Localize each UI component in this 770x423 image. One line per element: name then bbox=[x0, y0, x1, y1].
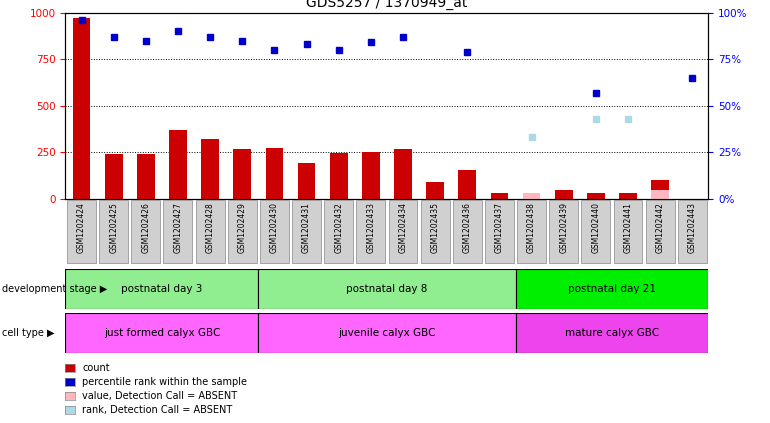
Bar bbox=[651, 180, 669, 199]
FancyBboxPatch shape bbox=[163, 200, 192, 263]
Text: GSM1202432: GSM1202432 bbox=[334, 202, 343, 253]
Bar bbox=[169, 130, 187, 199]
Text: rank, Detection Call = ABSENT: rank, Detection Call = ABSENT bbox=[82, 405, 233, 415]
Bar bbox=[298, 163, 316, 199]
Text: GSM1202442: GSM1202442 bbox=[656, 202, 665, 253]
FancyBboxPatch shape bbox=[517, 200, 546, 263]
Text: just formed calyx GBC: just formed calyx GBC bbox=[104, 328, 220, 338]
Text: GSM1202439: GSM1202439 bbox=[559, 202, 568, 253]
FancyBboxPatch shape bbox=[389, 200, 417, 263]
FancyBboxPatch shape bbox=[259, 313, 516, 353]
FancyBboxPatch shape bbox=[228, 200, 256, 263]
FancyBboxPatch shape bbox=[196, 200, 225, 263]
Bar bbox=[201, 139, 219, 199]
Bar bbox=[555, 190, 573, 199]
Text: GSM1202438: GSM1202438 bbox=[527, 202, 536, 253]
Text: postnatal day 21: postnatal day 21 bbox=[568, 284, 656, 294]
Bar bbox=[490, 193, 508, 199]
Bar bbox=[523, 193, 541, 199]
Title: GDS5257 / 1370949_at: GDS5257 / 1370949_at bbox=[306, 0, 467, 10]
Text: value, Detection Call = ABSENT: value, Detection Call = ABSENT bbox=[82, 391, 237, 401]
Text: GSM1202437: GSM1202437 bbox=[495, 202, 504, 253]
Text: GSM1202435: GSM1202435 bbox=[430, 202, 440, 253]
Bar bbox=[330, 153, 347, 199]
Bar bbox=[523, 193, 541, 199]
FancyBboxPatch shape bbox=[453, 200, 482, 263]
Text: postnatal day 8: postnatal day 8 bbox=[346, 284, 427, 294]
Bar bbox=[233, 149, 251, 199]
FancyBboxPatch shape bbox=[516, 269, 708, 309]
Text: GSM1202429: GSM1202429 bbox=[238, 202, 246, 253]
Text: GSM1202426: GSM1202426 bbox=[142, 202, 150, 253]
Text: GSM1202428: GSM1202428 bbox=[206, 202, 215, 253]
Bar bbox=[266, 148, 283, 199]
Text: GSM1202427: GSM1202427 bbox=[173, 202, 182, 253]
Text: GSM1202433: GSM1202433 bbox=[367, 202, 375, 253]
Text: GSM1202443: GSM1202443 bbox=[688, 202, 697, 253]
Text: GSM1202425: GSM1202425 bbox=[109, 202, 118, 253]
FancyBboxPatch shape bbox=[420, 200, 450, 263]
Text: GSM1202441: GSM1202441 bbox=[624, 202, 632, 253]
FancyBboxPatch shape bbox=[259, 269, 516, 309]
FancyBboxPatch shape bbox=[67, 200, 96, 263]
Bar bbox=[394, 148, 412, 199]
Text: GSM1202424: GSM1202424 bbox=[77, 202, 86, 253]
Text: postnatal day 3: postnatal day 3 bbox=[121, 284, 203, 294]
FancyBboxPatch shape bbox=[65, 313, 259, 353]
FancyBboxPatch shape bbox=[581, 200, 611, 263]
Bar bbox=[587, 193, 604, 199]
Bar bbox=[651, 190, 669, 199]
FancyBboxPatch shape bbox=[549, 200, 578, 263]
Text: cell type ▶: cell type ▶ bbox=[2, 328, 54, 338]
Text: juvenile calyx GBC: juvenile calyx GBC bbox=[338, 328, 436, 338]
Text: count: count bbox=[82, 363, 110, 373]
FancyBboxPatch shape bbox=[132, 200, 160, 263]
FancyBboxPatch shape bbox=[357, 200, 385, 263]
FancyBboxPatch shape bbox=[65, 269, 259, 309]
Text: mature calyx GBC: mature calyx GBC bbox=[565, 328, 659, 338]
Bar bbox=[105, 154, 122, 199]
Bar bbox=[427, 182, 444, 199]
FancyBboxPatch shape bbox=[324, 200, 353, 263]
Text: development stage ▶: development stage ▶ bbox=[2, 284, 107, 294]
Bar bbox=[362, 152, 380, 199]
FancyBboxPatch shape bbox=[516, 313, 708, 353]
Bar bbox=[458, 170, 476, 199]
FancyBboxPatch shape bbox=[292, 200, 321, 263]
Bar bbox=[137, 154, 155, 199]
Text: GSM1202440: GSM1202440 bbox=[591, 202, 601, 253]
Text: GSM1202434: GSM1202434 bbox=[399, 202, 407, 253]
FancyBboxPatch shape bbox=[99, 200, 128, 263]
FancyBboxPatch shape bbox=[485, 200, 514, 263]
Text: percentile rank within the sample: percentile rank within the sample bbox=[82, 377, 247, 387]
Text: GSM1202436: GSM1202436 bbox=[463, 202, 472, 253]
FancyBboxPatch shape bbox=[614, 200, 642, 263]
Text: GSM1202431: GSM1202431 bbox=[302, 202, 311, 253]
FancyBboxPatch shape bbox=[260, 200, 289, 263]
FancyBboxPatch shape bbox=[678, 200, 707, 263]
Text: GSM1202430: GSM1202430 bbox=[270, 202, 279, 253]
Bar bbox=[619, 193, 637, 199]
FancyBboxPatch shape bbox=[646, 200, 675, 263]
Bar bbox=[72, 18, 90, 199]
